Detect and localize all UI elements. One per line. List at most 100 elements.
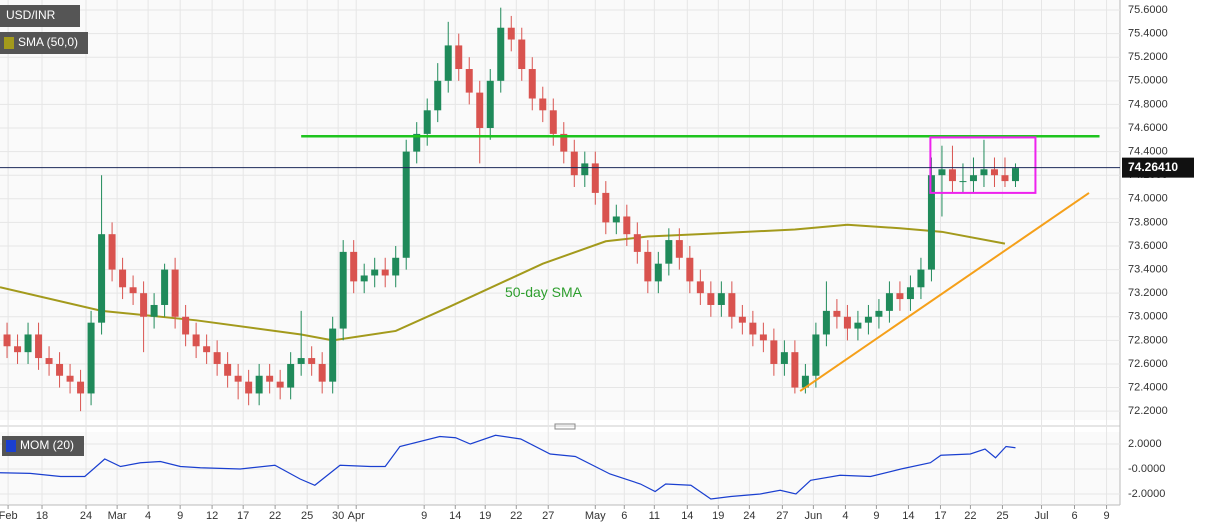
candle-body <box>833 310 841 317</box>
x-tick-label: 25 <box>996 510 1008 522</box>
candle-body <box>885 293 893 311</box>
candle-body <box>224 363 232 376</box>
candle-body <box>938 169 946 176</box>
support-line <box>799 192 1090 392</box>
momentum-line <box>0 434 1016 500</box>
sma-badge <box>0 32 88 54</box>
candle-body <box>455 45 463 70</box>
candle-body <box>192 334 200 347</box>
last-price-tag <box>1122 157 1194 178</box>
candle-body <box>864 316 872 323</box>
x-tick-label: 22 <box>269 510 281 522</box>
candle-body <box>423 110 431 134</box>
candle-body <box>434 80 442 111</box>
candle-body <box>45 358 53 364</box>
x-tick-label: Apr <box>348 510 365 522</box>
candle-body <box>161 269 169 305</box>
candle-body <box>770 340 778 364</box>
x-tick-label: 22 <box>510 510 522 522</box>
candle-body <box>969 175 977 182</box>
candle-body <box>119 269 127 288</box>
candle-body <box>245 381 253 394</box>
candle-body <box>665 240 673 264</box>
x-tick-label: 4 <box>842 510 848 522</box>
candle-body <box>759 334 767 341</box>
sma-swatch <box>4 37 14 49</box>
mom-swatch <box>6 440 16 452</box>
y-tick-label: 72.2000 <box>1128 405 1168 417</box>
candle-body <box>591 163 599 193</box>
price-panel <box>0 0 1120 420</box>
panel-handle <box>554 423 576 430</box>
mom-badge <box>2 436 84 456</box>
candle-body <box>875 310 883 317</box>
x-tick-label: 6 <box>621 510 627 522</box>
x-tick-label: Jun <box>804 510 822 522</box>
x-tick-label: 22 <box>964 510 976 522</box>
y-tick-label: 75.2000 <box>1128 51 1168 63</box>
candle-body <box>990 169 998 176</box>
candle-body <box>854 322 862 329</box>
x-tick-label: 9 <box>177 510 183 522</box>
candle-body <box>549 110 557 134</box>
x-tick-label: 4 <box>145 510 151 522</box>
y-tick-label: 75.4000 <box>1128 28 1168 40</box>
x-tick-label: 18 <box>36 510 48 522</box>
x-tick-label: 27 <box>776 510 788 522</box>
chart-title: USD/INR <box>6 8 56 22</box>
candle-body <box>948 169 956 182</box>
candle-body <box>381 269 389 276</box>
candle-body <box>486 80 494 129</box>
candle-body <box>203 346 211 353</box>
symbol-badge <box>0 5 80 27</box>
x-tick-label: 6 <box>1071 510 1077 522</box>
candle-body <box>906 287 914 300</box>
candle-body <box>476 92 484 129</box>
candle-body <box>959 181 967 183</box>
legend-entry: SMA (50,0) <box>18 35 78 49</box>
y-tick-label: 74.0000 <box>1128 193 1168 205</box>
candle-body <box>35 334 43 359</box>
candle-body <box>801 375 809 388</box>
x-tick-label: 14 <box>681 510 693 522</box>
candle-body <box>497 27 505 81</box>
x-tick-label: Feb <box>0 510 18 522</box>
candle-body <box>927 175 935 270</box>
candle-body <box>444 45 452 81</box>
x-tick-label: 24 <box>80 510 92 522</box>
candle-body <box>234 375 242 382</box>
candle-body <box>66 375 74 382</box>
candle-body <box>654 263 662 282</box>
candle-body <box>539 98 547 111</box>
x-tick-label: 9 <box>873 510 879 522</box>
candle-body <box>287 363 295 388</box>
candle-body <box>56 363 64 376</box>
candle-body <box>696 281 704 294</box>
x-tick-label: 27 <box>542 510 554 522</box>
x-tick-label: Jul <box>1034 510 1048 522</box>
y-tick-label: 74.8000 <box>1128 98 1168 110</box>
range-box <box>929 136 1037 194</box>
x-tick-label: 25 <box>301 510 313 522</box>
candle-body <box>77 381 85 394</box>
candle-body <box>623 216 631 235</box>
y-tick-label: 73.4000 <box>1128 263 1168 275</box>
y-tick-label: -0.0000 <box>1128 463 1165 475</box>
sma-line <box>0 223 1006 342</box>
candle-body <box>812 334 820 376</box>
x-tick-label: 12 <box>206 510 218 522</box>
candle-body <box>717 293 725 305</box>
candle-body <box>98 234 106 323</box>
x-tick-label: 9 <box>421 510 427 522</box>
candle-body <box>686 257 694 282</box>
candle-body <box>822 310 830 335</box>
candle-body <box>612 216 620 223</box>
x-tick-label: 19 <box>712 510 724 522</box>
candle-body <box>633 234 641 252</box>
y-tick-label: 2.0000 <box>1128 438 1162 450</box>
candle-body <box>371 269 379 276</box>
candle-body <box>707 293 715 305</box>
candle-body <box>140 293 148 317</box>
y-tick-label: 73.0000 <box>1128 311 1168 323</box>
